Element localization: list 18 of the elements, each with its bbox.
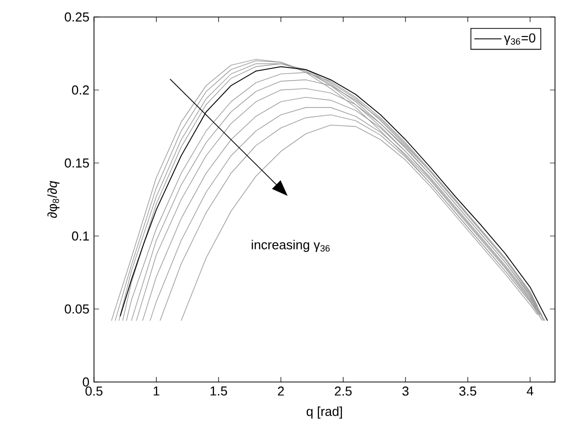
x-tick-label: 0.5 <box>86 386 102 396</box>
y-tick-label: 0.05 <box>64 304 89 314</box>
x-tick-label: 3 <box>402 386 409 396</box>
y-tick-label: 0.2 <box>72 85 89 95</box>
x-tick-label: 1 <box>154 386 160 396</box>
x-tick-label: 1.5 <box>210 386 228 396</box>
y-tick-label: 0 <box>82 377 89 387</box>
x-tick-label: 4 <box>526 386 534 396</box>
y-axis-title: ∂φ$_{8}$/∂q <box>47 180 60 218</box>
x-tick-label: 2.5 <box>334 386 352 396</box>
x-tick-label: 2 <box>278 386 284 396</box>
x-axis-title: q [rad] <box>306 406 342 419</box>
annotation: increasing γ$_{36}$ <box>252 240 330 252</box>
y-tick-label: 0.25 <box>64 12 89 22</box>
y-tick-label: 0.15 <box>64 158 89 168</box>
y-tick-label: 0.1 <box>72 231 89 241</box>
x-tick-label: 3.5 <box>459 386 476 396</box>
legend-label: γ$_{36}$=0 <box>504 33 536 46</box>
